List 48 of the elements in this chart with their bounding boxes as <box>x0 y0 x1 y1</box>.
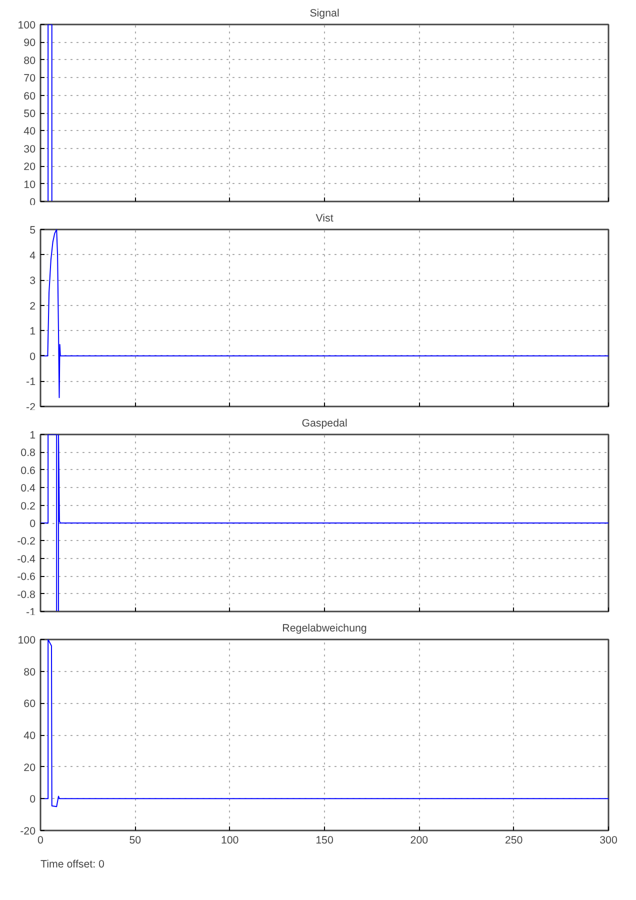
y-tick-label: 60 <box>24 698 36 710</box>
y-tick-label: -1 <box>26 376 36 388</box>
y-tick-label: 90 <box>24 37 36 50</box>
x-tick-label: 150 <box>316 834 334 846</box>
y-tick-label: 20 <box>24 762 36 774</box>
y-tick-label: 2 <box>30 300 36 312</box>
y-tick-label: -0.8 <box>17 588 36 601</box>
chart-title: Gaspedal <box>302 418 348 430</box>
y-tick-label: 100 <box>18 634 36 646</box>
x-tick-label: 250 <box>504 834 523 846</box>
x-tick-label: 200 <box>410 834 428 846</box>
text: Time offset: 0 <box>40 858 105 870</box>
y-tick-label: 30 <box>24 143 36 156</box>
y-tick-label: 40 <box>24 730 36 742</box>
x-tick-label: 300 <box>600 834 618 846</box>
y-tick-label: 0.4 <box>20 482 36 495</box>
y-tick-label: 1 <box>30 430 36 442</box>
y-tick-label: 1 <box>30 326 36 338</box>
x-tick-label: 100 <box>220 834 239 846</box>
y-tick-label: 0.8 <box>20 447 36 460</box>
chart-title: Signal <box>310 8 340 20</box>
y-tick-label: 3 <box>30 275 36 288</box>
y-tick-label: 70 <box>24 72 36 85</box>
y-tick-label: 10 <box>24 178 36 191</box>
y-tick-label: 4 <box>30 250 36 262</box>
chart-title: Vist <box>316 212 334 224</box>
line-series <box>40 230 608 398</box>
y-tick-label: 20 <box>24 161 36 174</box>
chart-title: Regelabweichung <box>282 622 367 634</box>
y-tick-label: 50 <box>24 108 36 120</box>
y-tick-label: 0.6 <box>20 464 36 477</box>
y-tick-label: 0 <box>30 350 36 363</box>
y-tick-label: -0.4 <box>17 553 36 566</box>
x-tick-label: 0 <box>38 834 44 846</box>
y-tick-label: 5 <box>30 224 36 236</box>
y-tick-label: 0 <box>30 518 36 530</box>
line-series <box>40 434 608 612</box>
y-tick-label: -0.6 <box>17 571 36 584</box>
y-tick-label: 60 <box>24 90 36 102</box>
y-tick-label: 80 <box>24 666 36 678</box>
y-tick-label: 40 <box>24 126 36 138</box>
y-tick-label: -20 <box>20 826 36 838</box>
y-tick-label: 0 <box>30 794 36 806</box>
y-tick-label: -0.2 <box>17 536 36 548</box>
y-tick-label: 80 <box>24 54 36 67</box>
y-tick-label: 100 <box>18 20 36 32</box>
y-tick-label: 0.2 <box>20 500 36 512</box>
x-tick-label: 50 <box>129 834 142 846</box>
